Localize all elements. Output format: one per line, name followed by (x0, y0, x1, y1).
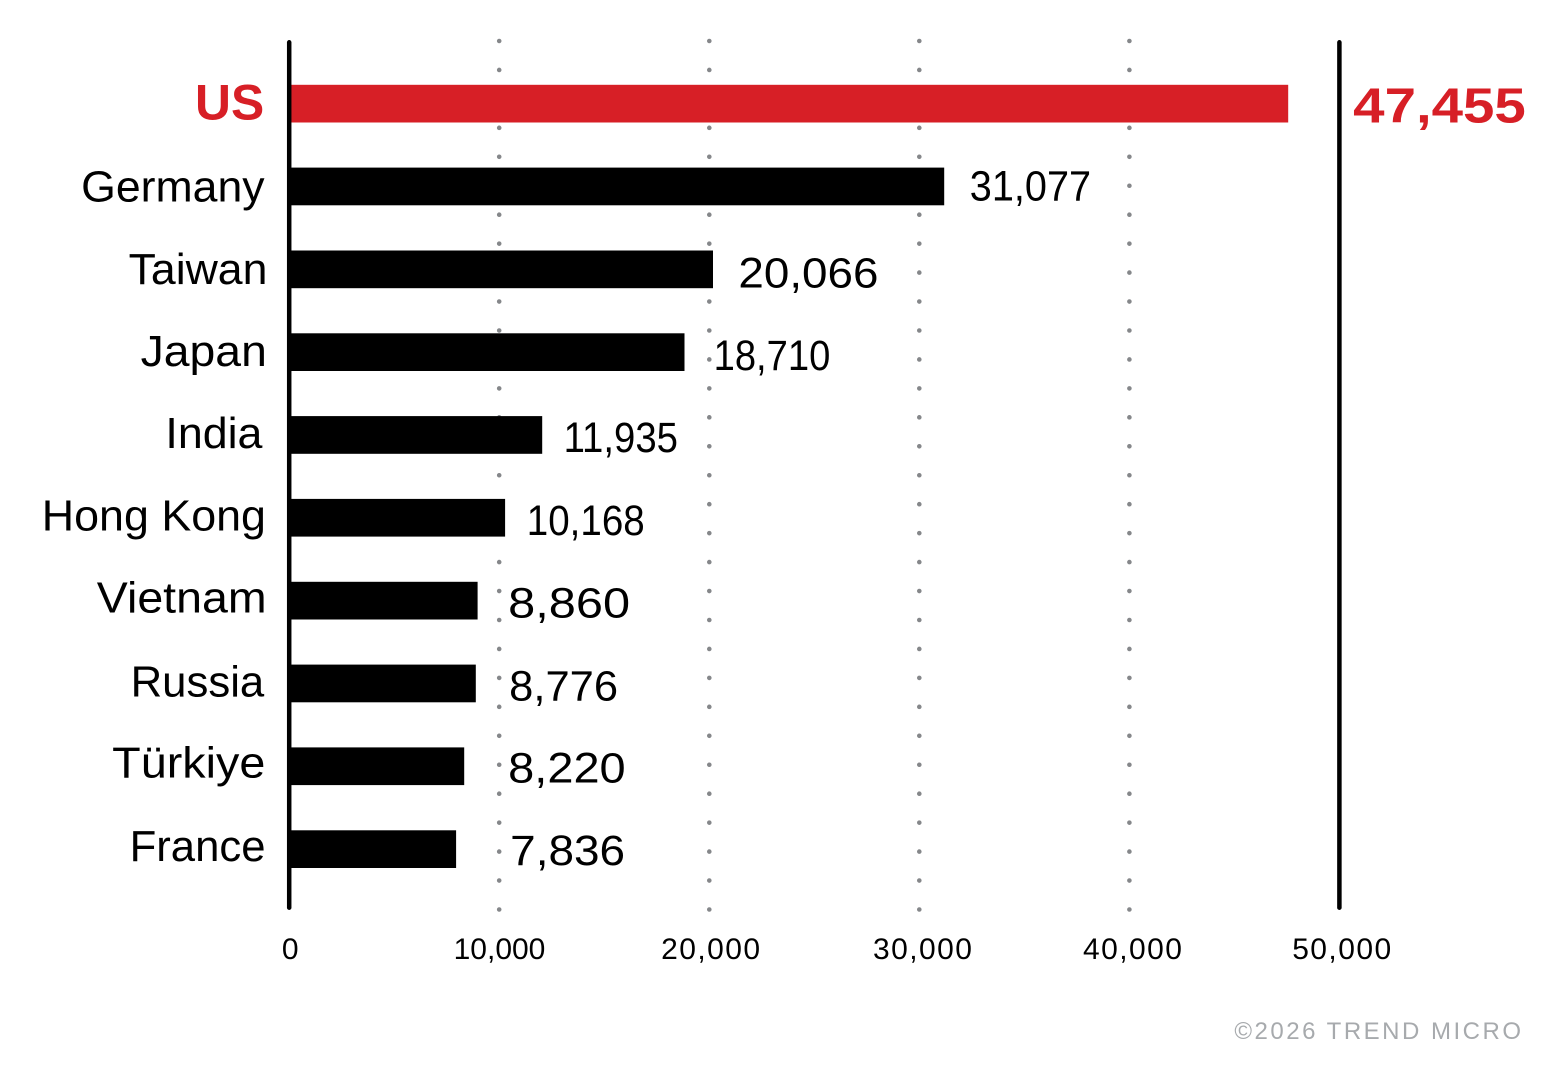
svg-text:8,860: 8,860 (508, 580, 630, 627)
svg-text:7,836: 7,836 (510, 828, 625, 875)
svg-text:Türkiye: Türkiye (112, 738, 265, 787)
svg-text:Hong Kong: Hong Kong (42, 492, 266, 541)
svg-text:India: India (165, 409, 263, 458)
svg-text:©2026 TREND MICRO: ©2026 TREND MICRO (1234, 1018, 1523, 1045)
svg-text:Taiwan: Taiwan (129, 245, 268, 294)
svg-text:10,168: 10,168 (527, 498, 645, 545)
svg-text:47,455: 47,455 (1353, 78, 1526, 133)
svg-text:30,000: 30,000 (873, 933, 973, 966)
svg-text:20,066: 20,066 (738, 251, 878, 298)
svg-text:20,000: 20,000 (661, 933, 761, 966)
svg-text:11,935: 11,935 (564, 415, 678, 462)
svg-text:France: France (130, 822, 266, 871)
svg-text:18,710: 18,710 (714, 333, 831, 380)
svg-text:50,000: 50,000 (1292, 933, 1392, 966)
svg-text:Japan: Japan (141, 327, 267, 376)
svg-text:0: 0 (282, 933, 299, 966)
svg-text:8,220: 8,220 (508, 746, 625, 793)
svg-text:8,776: 8,776 (509, 663, 618, 710)
svg-text:US: US (195, 74, 264, 131)
svg-text:10,000: 10,000 (454, 933, 546, 966)
svg-text:Germany: Germany (81, 163, 264, 212)
svg-text:Vietnam: Vietnam (97, 574, 267, 623)
svg-text:Russia: Russia (131, 657, 265, 706)
svg-text:40,000: 40,000 (1083, 933, 1183, 966)
svg-text:31,077: 31,077 (970, 164, 1091, 211)
